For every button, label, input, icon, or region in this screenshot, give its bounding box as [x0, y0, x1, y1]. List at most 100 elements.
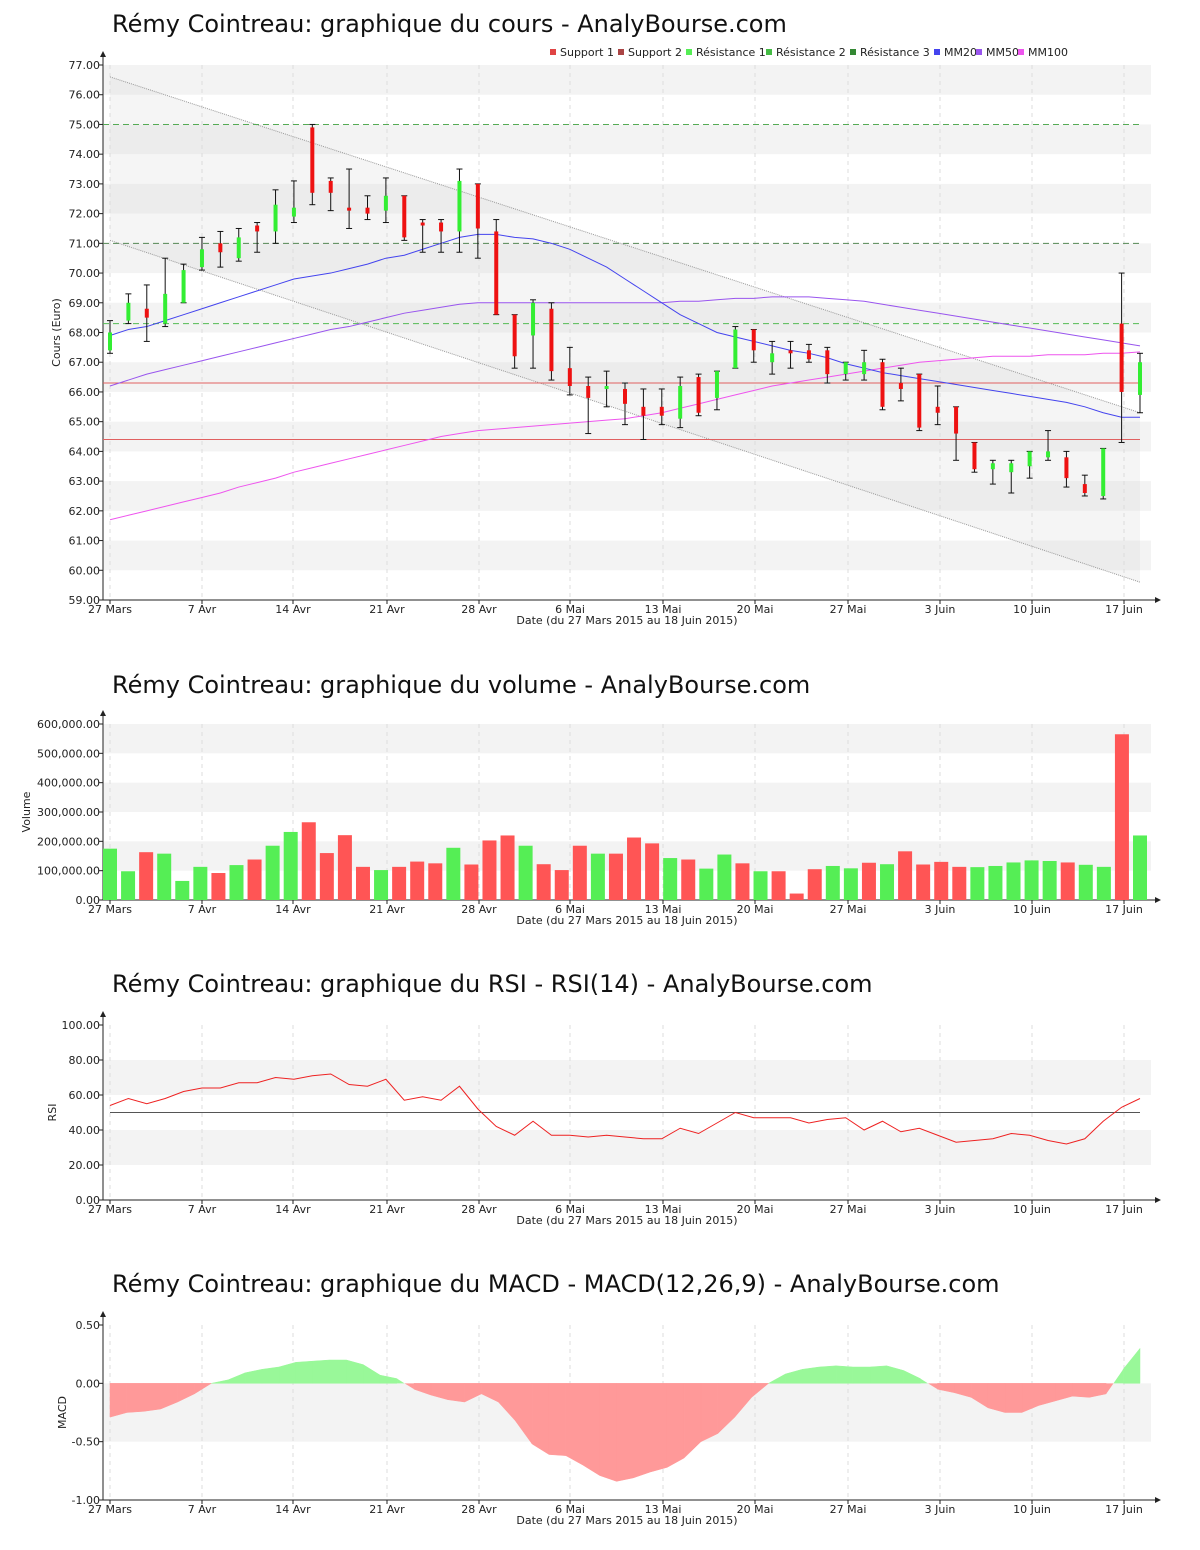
volume-bar [211, 873, 226, 900]
y-tick-label: 76.00 [69, 89, 101, 102]
candle [1100, 447, 1107, 500]
candle-body [770, 353, 775, 363]
x-tick-label: 28 Avr [461, 603, 497, 616]
macd-area [244, 1369, 263, 1384]
macd-area [329, 1359, 347, 1384]
trend-channel-upper [109, 76, 1141, 414]
legend-swatch [1018, 49, 1024, 55]
y-tick-label: 69.00 [69, 297, 101, 310]
macd-area [261, 1366, 280, 1384]
volume-bar [301, 822, 316, 900]
macd-area [379, 1374, 398, 1384]
volume-bar [500, 835, 515, 900]
candle [474, 183, 481, 259]
candle-body [218, 243, 223, 253]
x-tick-label: 13 Mai [645, 603, 682, 616]
candle [750, 329, 757, 363]
candle-body [972, 442, 977, 470]
candle-body [439, 222, 444, 232]
grid-band [103, 724, 1151, 754]
candle [989, 459, 996, 485]
x-tick-label: 3 Juin [925, 1203, 956, 1216]
grid-band [103, 183, 1151, 214]
x-tick-label: 20 Mai [737, 603, 774, 616]
y-tick-label: 59.00 [69, 594, 101, 607]
volume-bar [663, 858, 678, 900]
x-axis-arrow [1155, 1197, 1161, 1203]
candle [511, 314, 518, 369]
macd-area [683, 1383, 702, 1459]
legend-swatch [976, 49, 982, 55]
x-tick-label: 7 Avr [188, 1503, 217, 1516]
macd-area [869, 1365, 887, 1384]
candle [107, 320, 113, 354]
candle [143, 284, 150, 342]
x-axis-arrow [1155, 897, 1161, 903]
legend-label: MM100 [1028, 46, 1068, 59]
y-tick-label: 71.00 [69, 237, 101, 250]
candle-body [1046, 451, 1051, 458]
candle [861, 349, 868, 381]
volume-bar [771, 871, 786, 900]
candle [824, 346, 831, 384]
x-axis-title: Date (du 27 Mars 2015 au 18 Juin 2015) [516, 914, 737, 927]
y-tick-label: 100,000.00 [37, 865, 100, 878]
x-tick-label: 27 Mars [88, 903, 132, 916]
y-axis-arrow [100, 1011, 106, 1017]
x-tick-label: 13 Mai [645, 1503, 682, 1516]
candle [640, 388, 647, 440]
mm50-line [109, 296, 1141, 387]
y-tick-label: 62.00 [69, 505, 101, 518]
x-tick-label: 27 Mai [830, 603, 867, 616]
candle-body [733, 329, 738, 369]
grid-band [103, 540, 1151, 571]
candle-body [1119, 323, 1124, 392]
candle-body [457, 180, 462, 232]
legend-label: Support 2 [628, 46, 682, 59]
candle-body [108, 332, 112, 351]
rsi-chart-title: Rémy Cointreau: graphique du RSI - RSI(1… [112, 970, 873, 998]
y-tick-label: 600,000.00 [37, 718, 100, 731]
candle [1026, 450, 1033, 479]
volume-bar [1060, 862, 1075, 900]
macd-area [751, 1383, 770, 1398]
volume-bar [789, 893, 804, 900]
volume-bar [590, 853, 605, 900]
volume-bar [1078, 864, 1093, 900]
candle-body [1009, 463, 1014, 473]
price-chart: 59.00 60.00 61.00 62.00 63.00 64.00 65.00 66.00… [50, 46, 1161, 627]
grid-band [103, 302, 1151, 333]
volume-bar [319, 853, 334, 900]
grid-band [103, 1130, 1151, 1165]
volume-bar [645, 843, 660, 900]
candle-body [236, 237, 241, 259]
candle [916, 373, 923, 432]
volume-bar [898, 851, 913, 900]
candle [1063, 450, 1070, 488]
y-tick-label: 300,000.00 [37, 806, 100, 819]
macd-area [397, 1378, 405, 1384]
macd-chart-title: Rémy Cointreau: graphique du MACD - MACD… [112, 1270, 1000, 1298]
macd-area [599, 1383, 617, 1482]
candle [897, 367, 904, 402]
x-tick-label: 10 Juin [1013, 1503, 1051, 1516]
candle-body [255, 225, 260, 232]
macd-area [531, 1383, 550, 1455]
price-chart-title: Rémy Cointreau: graphique du cours - Ana… [112, 10, 787, 38]
candle-body [328, 180, 333, 193]
x-tick-label: 28 Avr [461, 1203, 497, 1216]
y-axis-title: Volume [20, 791, 33, 832]
candle-body [825, 350, 830, 375]
y-tick-label: 64.00 [69, 445, 101, 458]
candle [713, 370, 720, 411]
x-tick-label: 27 Mai [830, 1203, 867, 1216]
macd-area [1004, 1383, 1023, 1413]
y-tick-label: 400,000.00 [37, 777, 100, 790]
y-tick-label: 0.00 [76, 1194, 101, 1207]
legend-swatch [550, 49, 556, 55]
candle-body [751, 329, 756, 351]
volume-bar [825, 865, 840, 900]
volume-bar [608, 853, 623, 900]
candle-body [1101, 448, 1106, 496]
